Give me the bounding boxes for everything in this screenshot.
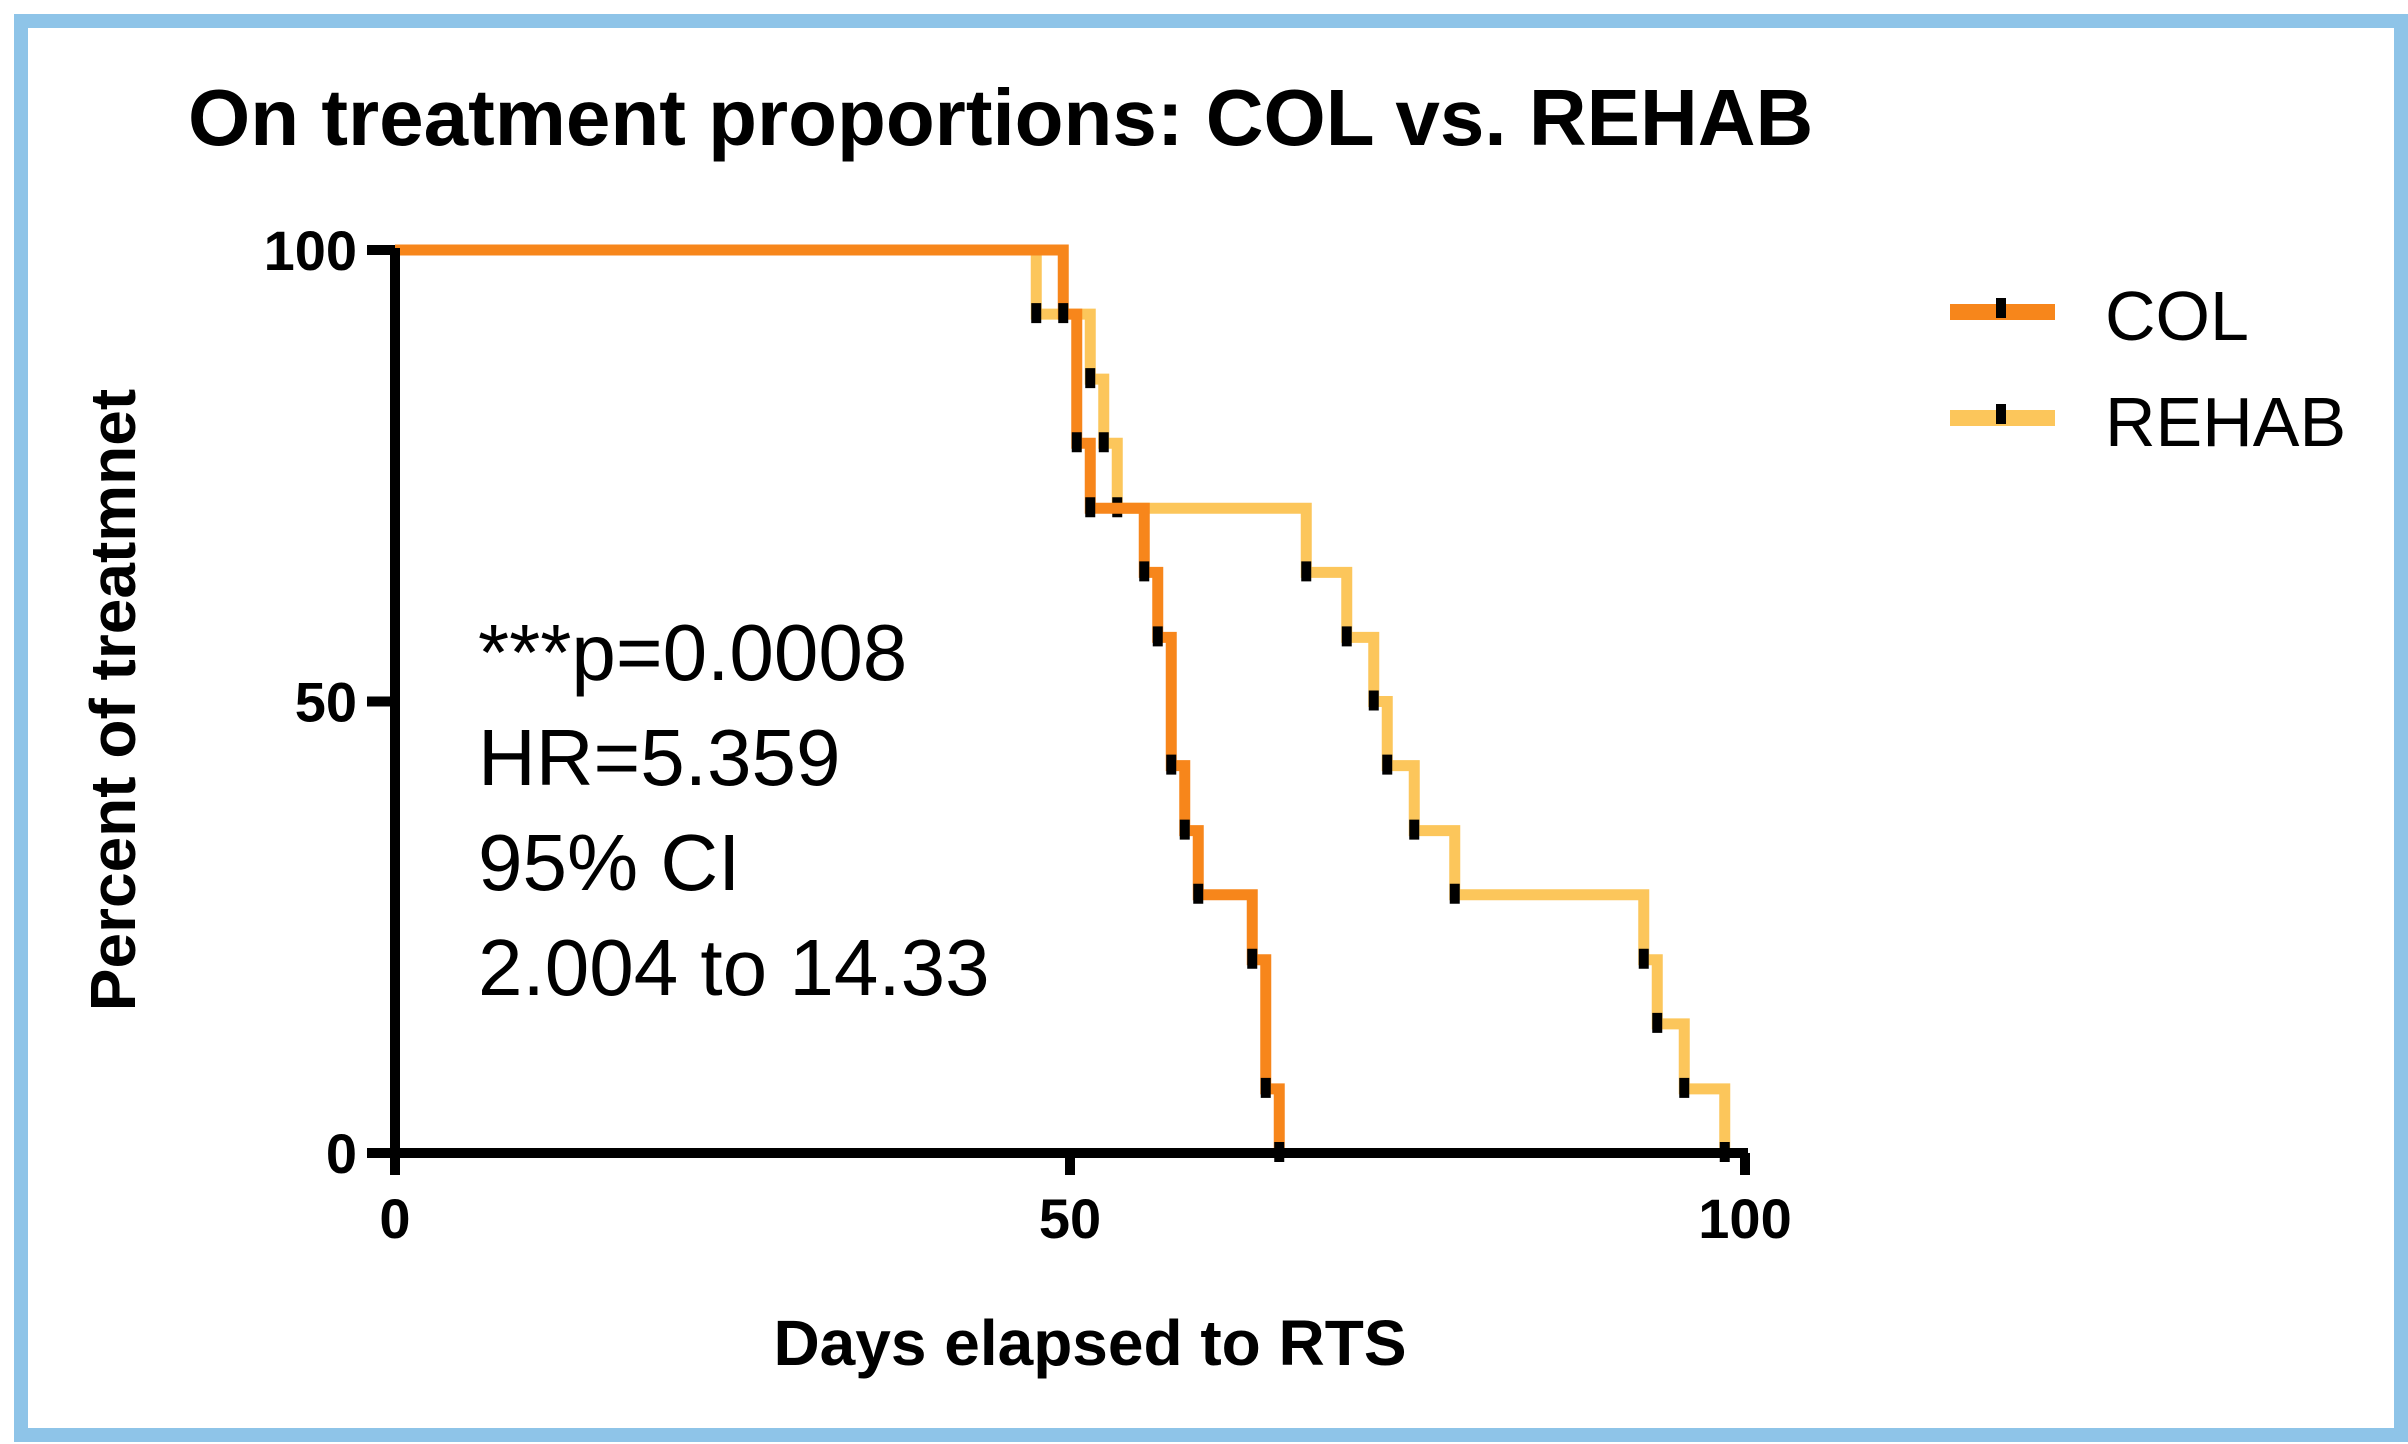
step-marker-col [1247,948,1258,969]
step-marker-rehab [1449,883,1460,904]
series-line-col [395,244,1285,1153]
annotation-ci-range: 2.004 to 14.33 [478,923,990,1012]
annotation-ci-label: 95% CI [478,818,740,907]
series-rehab [395,244,1731,1162]
step-marker-rehab [1382,754,1393,775]
step-marker-rehab [1652,1012,1663,1033]
y-tick-label: 100 [264,219,357,282]
step-marker-rehab [1098,432,1109,453]
step-marker-rehab [1341,626,1352,647]
y-tick-label: 0 [326,1122,357,1185]
step-marker-col [1071,432,1082,453]
legend: COL REHAB [1950,277,2346,461]
x-tick-label: 100 [1698,1187,1791,1250]
step-marker-col [1260,1077,1271,1098]
legend-label-col: COL [2105,277,2249,355]
legend-censor-mark-col [1996,298,2006,318]
chart-title: On treatment proportions: COL vs. REHAB [188,73,1813,162]
step-marker-rehab [1638,948,1649,969]
step-marker-rehab [1031,303,1042,324]
x-tick-label: 0 [379,1187,410,1250]
annotation-block: ***p=0.0008 HR=5.359 95% CI 2.004 to 14.… [478,608,990,1012]
y-axis-title: Percent of treatmnet [77,389,149,1011]
x-axis-title: Days elapsed to RTS [773,1307,1406,1379]
series-line-rehab [395,244,1731,1153]
y-tick-label: 50 [295,671,357,734]
legend-label-rehab: REHAB [2105,383,2346,461]
step-marker-col [1152,626,1163,647]
step-marker-col [1058,303,1069,324]
step-marker-rehab [1679,1077,1690,1098]
step-marker-rehab [1301,561,1312,582]
ticks: 0 50 100 0 50 100 [264,219,1792,1250]
series-col [395,244,1285,1162]
annotation-hr: HR=5.359 [478,713,840,802]
step-marker-col [1085,497,1096,518]
step-marker-rehab [1368,690,1379,711]
step-marker-col [1193,883,1204,904]
annotation-p-value: ***p=0.0008 [478,608,907,697]
step-marker-rehab [1409,819,1420,840]
step-marker-col [1179,819,1190,840]
step-marker-col [1139,561,1150,582]
step-marker-col [1166,754,1177,775]
legend-censor-mark-rehab [1996,404,2006,424]
series-layer [395,244,1731,1162]
axes [390,248,1748,1158]
step-marker-rehab [1085,368,1096,389]
x-tick-label: 50 [1039,1187,1101,1250]
